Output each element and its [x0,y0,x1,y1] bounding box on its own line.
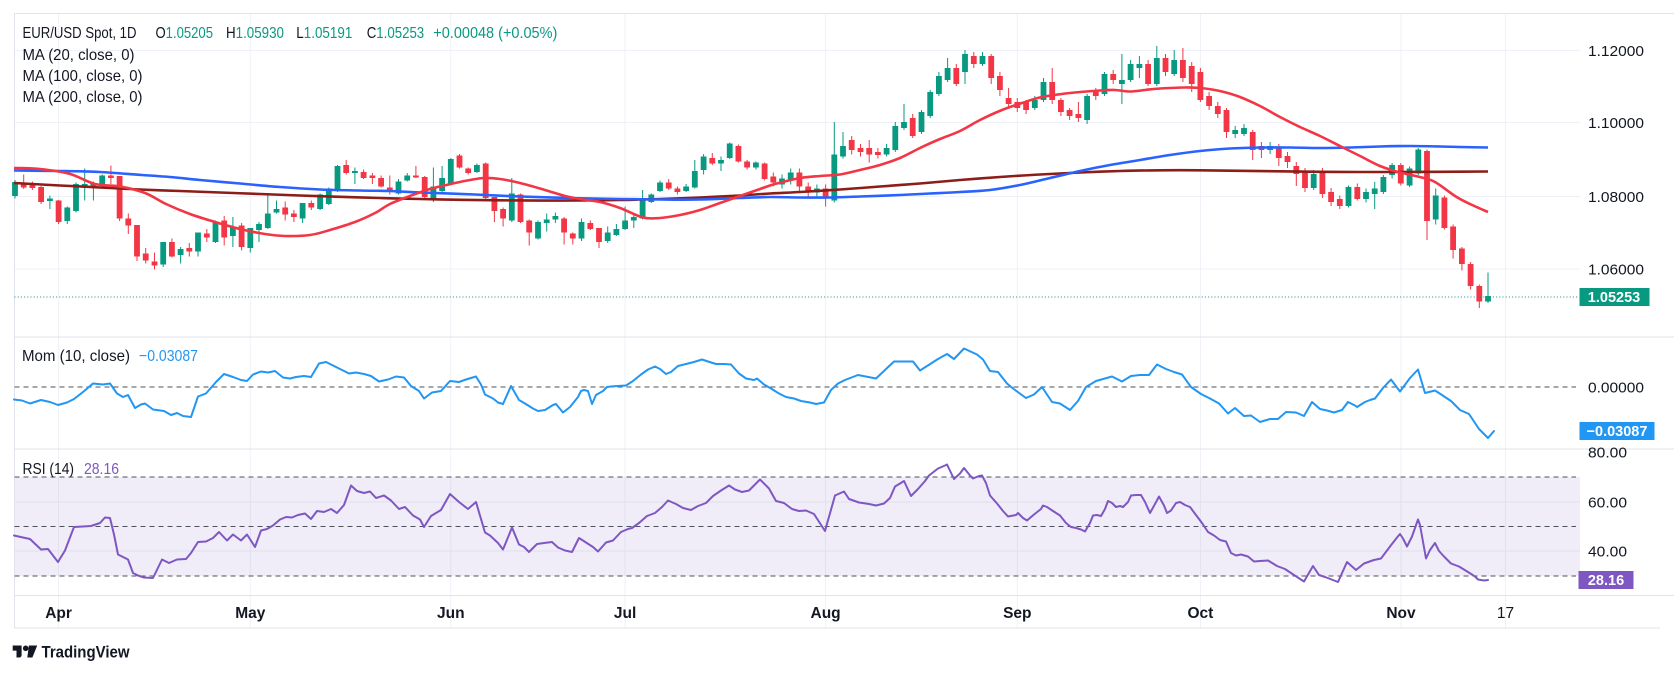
svg-text:O1.05205: O1.05205 [156,25,214,42]
svg-text:Jul: Jul [614,605,636,622]
svg-text:L1.05191: L1.05191 [296,25,352,42]
svg-text:Jun: Jun [437,605,465,622]
svg-text:Nov: Nov [1386,605,1416,622]
svg-text:1.08000: 1.08000 [1588,189,1644,206]
svg-text:60.00: 60.00 [1588,495,1627,512]
svg-text:RSI (14): RSI (14) [23,461,75,478]
svg-text:Sep: Sep [1003,605,1031,622]
svg-text:Aug: Aug [811,605,841,622]
svg-text:1.12000: 1.12000 [1588,43,1644,60]
svg-text:+0.00048 (+0.05%): +0.00048 (+0.05%) [433,25,557,42]
svg-text:28.16: 28.16 [1588,573,1624,589]
svg-text:−0.03087: −0.03087 [139,348,198,365]
svg-text:Apr: Apr [45,605,72,622]
svg-text:MA (200, close, 0): MA (200, close, 0) [23,89,143,106]
svg-text:17: 17 [1497,605,1514,622]
svg-text:EUR/USD Spot, 1D: EUR/USD Spot, 1D [23,25,137,42]
svg-text:40.00: 40.00 [1588,544,1627,561]
svg-text:28.16: 28.16 [84,461,119,478]
svg-text:−0.03087: −0.03087 [1587,424,1648,440]
svg-text:Oct: Oct [1187,605,1213,622]
svg-text:1.05253: 1.05253 [1588,290,1640,306]
svg-text:1.10000: 1.10000 [1588,115,1644,132]
svg-text:Mom (10, close): Mom (10, close) [22,348,130,365]
svg-text:C1.05253: C1.05253 [367,25,425,42]
svg-text:MA (20, close, 0): MA (20, close, 0) [23,47,135,64]
svg-text:0.00000: 0.00000 [1588,380,1644,397]
svg-text:80.00: 80.00 [1588,445,1627,462]
svg-text:H1.05930: H1.05930 [226,25,284,42]
svg-text:TradingView: TradingView [42,643,130,661]
svg-text:May: May [235,605,266,622]
svg-text:MA (100, close, 0): MA (100, close, 0) [23,68,143,85]
svg-text:1.06000: 1.06000 [1588,262,1644,279]
